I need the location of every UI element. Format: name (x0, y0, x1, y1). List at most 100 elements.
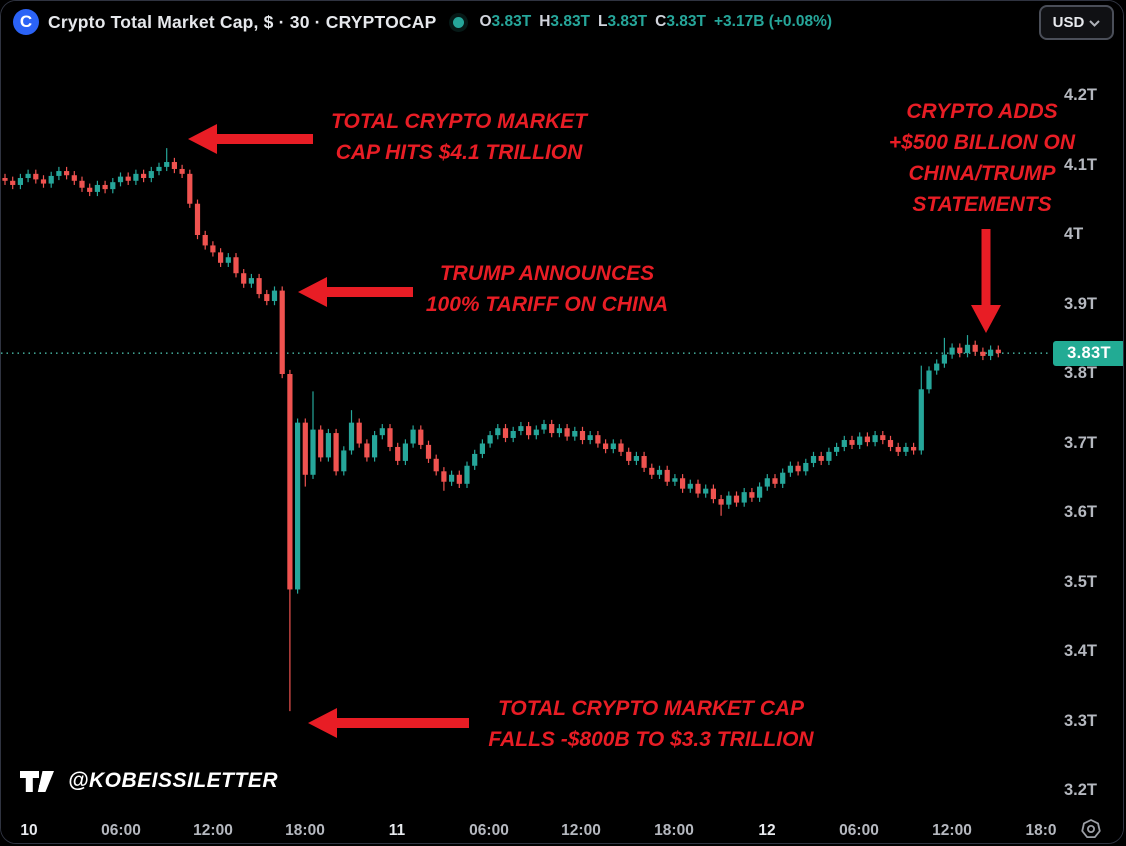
time-tick-label: 12:00 (561, 822, 601, 839)
candle-body (210, 245, 216, 253)
candle-body (903, 446, 909, 452)
candle-body (849, 440, 855, 445)
high-label: H (539, 13, 551, 30)
tradingview-logo-icon (20, 770, 54, 792)
annotation-line: CHINA/TRUMP (908, 162, 1056, 185)
annotation-crypto-adds[interactable]: CRYPTO ADDS +$500 BILLION ON CHINA/TRUMP… (861, 96, 1103, 220)
open-value: 3.83T (491, 13, 532, 30)
candle-body (17, 178, 23, 185)
candle-body (356, 422, 362, 444)
time-tick-day-label: 11 (388, 822, 406, 839)
candle-body (841, 440, 847, 447)
price-tick-label: 4.2T (1064, 86, 1098, 104)
time-tick-label: 12:00 (932, 822, 972, 839)
arrow-left-tariff[interactable] (298, 277, 413, 307)
currency-dropdown-button[interactable]: USD (1039, 4, 1114, 40)
candle-body (418, 429, 424, 445)
candle-body (218, 252, 224, 263)
time-tick-label: 18:00 (654, 822, 694, 839)
arrow-down-crypto-adds[interactable] (971, 229, 1001, 333)
candle-body (518, 426, 524, 431)
candle-body (926, 370, 932, 390)
cryptocap-logo-icon: C (13, 9, 39, 35)
candle-body (603, 443, 609, 450)
price-scale[interactable]: 3.83T 4.2T 4.1T 4T 3.9T 3.8T 3.7T 3.6T 3.5T 3.4T… (1053, 43, 1123, 813)
candle-body (911, 446, 917, 451)
watermark: @KOBEISSILETTER (19, 769, 278, 793)
candle-body (341, 450, 347, 472)
close-label: C (655, 13, 667, 30)
candle-body (433, 458, 439, 472)
candle-body (733, 495, 740, 503)
price-tick-label: 3.2T (1064, 781, 1098, 799)
candle-body (757, 486, 763, 498)
high-value: 3.83T (550, 13, 591, 30)
candle-body (887, 440, 894, 447)
candle-body (703, 488, 709, 494)
candle-body (988, 349, 994, 356)
candle-body (964, 344, 971, 354)
candle-body (179, 168, 185, 174)
candle-body (333, 433, 339, 472)
candle-body (364, 443, 370, 458)
annotation-line: TOTAL CRYPTO MARKET (331, 110, 587, 133)
candle-body (64, 171, 70, 176)
price-tick-label: 3.3T (1064, 711, 1098, 730)
candle-body (233, 257, 239, 274)
candle-body (379, 428, 385, 436)
time-scale[interactable]: 10 06:00 12:00 18:00 11 06:00 12:00 18:00 12 06:0… (1, 813, 1123, 843)
annotation-market-cap-high[interactable]: TOTAL CRYPTO MARKET CAP HITS $4.1 TRILLI… (309, 106, 609, 168)
candle-body (225, 257, 231, 263)
candle-body (2, 178, 8, 181)
candle-body (595, 435, 601, 444)
annotation-line: CRYPTO ADDS (906, 100, 1058, 123)
candle-body (402, 443, 408, 461)
candle-body (972, 344, 978, 352)
candle-body (995, 349, 1001, 354)
candle-body (287, 374, 293, 590)
annotation-market-cap-falls[interactable]: TOTAL CRYPTO MARKET CAP FALLS -$800B TO … (471, 693, 831, 755)
chart-header: C Crypto Total Market Cap, $ · 30 · CRYP… (1, 1, 1123, 43)
candle-body (79, 180, 85, 188)
candle-body (248, 278, 254, 284)
candle-body (456, 474, 462, 484)
candle-body (695, 483, 701, 494)
candle-body (264, 294, 270, 302)
candle-body (810, 456, 817, 463)
arrow-left-market-cap-falls[interactable] (308, 708, 469, 738)
candle-body (187, 173, 193, 204)
low-value: 3.83T (607, 13, 648, 30)
candle-body (572, 430, 578, 437)
annotation-tariff[interactable]: TRUMP ANNOUNCES 100% TARIFF ON CHINA (416, 258, 678, 320)
candle-body (318, 429, 324, 458)
candle-body (510, 430, 516, 438)
candle-body (271, 290, 278, 302)
candle-body (787, 465, 793, 473)
candle-body (533, 429, 539, 436)
candle-body (56, 171, 62, 176)
watermark-handle: @KOBEISSILETTER (68, 769, 278, 792)
candle-body (410, 429, 416, 444)
arrow-left-market-cap-high[interactable] (188, 124, 313, 154)
candle-body (618, 443, 624, 452)
symbol-title: Crypto Total Market Cap, $ · 30 · CRYPTO… (48, 11, 437, 32)
candle-body (256, 278, 262, 295)
candle-body (10, 180, 16, 185)
candle-body (110, 182, 116, 190)
candle-body (325, 433, 331, 458)
candle-body (295, 422, 301, 590)
candle-body (102, 184, 108, 190)
candle-body (395, 446, 401, 461)
candle-body (549, 424, 555, 434)
annotation-line: +$500 BILLION ON (888, 131, 1076, 154)
candle-body (680, 478, 686, 489)
candle-body (464, 465, 470, 484)
low-label: L (598, 13, 608, 30)
candle-body (710, 488, 716, 500)
candle-body (772, 478, 778, 484)
candle-body (148, 171, 154, 179)
candle-body (803, 462, 809, 472)
timezone-gear-icon[interactable] (1080, 818, 1102, 840)
candle-body (348, 422, 355, 451)
